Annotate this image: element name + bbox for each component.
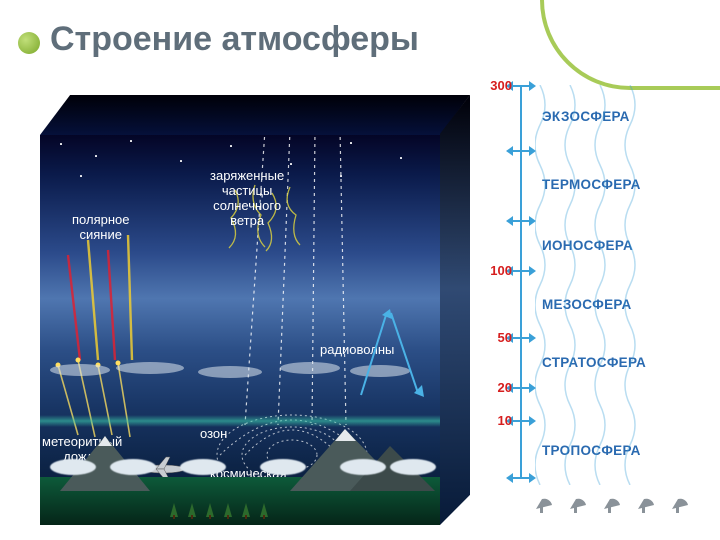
scale-tick: [512, 220, 530, 222]
cube-front-face: полярное сияние заряженные частицы солне…: [40, 135, 440, 525]
scale-tick: [512, 477, 530, 479]
km-label: 20: [486, 380, 512, 395]
tropo-clouds: [50, 451, 430, 475]
altitude-scale: 300 100 50 20 10 ЭКЗОСФЕРА ТЕРМОСФЕРА ИО…: [490, 85, 690, 525]
tree: [260, 499, 268, 517]
tree: [224, 499, 232, 517]
scale-waves: [535, 85, 655, 485]
cube-top-face: [40, 95, 470, 135]
atmosphere-diagram: полярное сияние заряженные частицы солне…: [40, 80, 700, 525]
scale-tick: [512, 85, 530, 87]
slide-title: Строение атмосферы: [50, 20, 419, 59]
title-bullet: [18, 32, 40, 54]
atmosphere-cube: полярное сияние заряженные частицы солне…: [40, 95, 470, 525]
scale-tick: [512, 337, 530, 339]
scale-tick: [512, 387, 530, 389]
cube-side-face: [440, 95, 470, 525]
tree: [206, 499, 214, 517]
tree: [170, 499, 178, 517]
label-solar-wind: заряженные частицы солнечного ветра: [210, 169, 284, 229]
accent-arc: [540, 0, 720, 90]
scale-tick: [512, 150, 530, 152]
km-label: 50: [486, 330, 512, 345]
scale-axis: [520, 85, 522, 477]
label-aurora: полярное сияние: [72, 213, 129, 243]
km-label: 10: [486, 413, 512, 428]
km-label: 100: [486, 263, 512, 278]
radiowave-bounce: [346, 285, 436, 405]
tree: [188, 499, 196, 517]
ground-stations: [530, 485, 700, 515]
scale-tick: [512, 420, 530, 422]
tree: [242, 499, 250, 517]
scale-tick: [512, 270, 530, 272]
km-label: 300: [486, 78, 512, 93]
